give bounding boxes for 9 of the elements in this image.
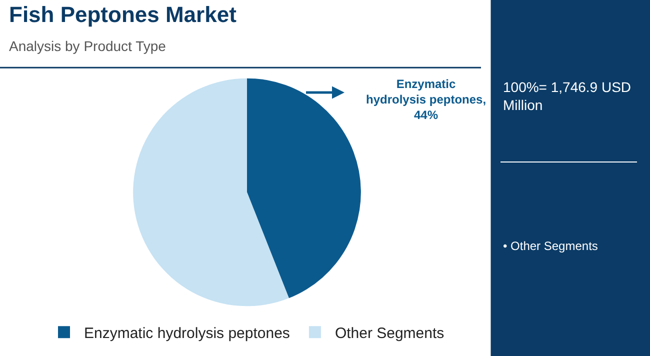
text: 100%= 1,746.9 USD Million [503, 79, 632, 114]
legend-label: Enzymatic hydrolysis peptones [84, 324, 290, 342]
pie-slice [247, 78, 361, 298]
chart-title: Fish Peptones Market [9, 2, 238, 27]
text: Enzymatic hydrolysis peptones, 44% [366, 77, 486, 122]
pie-slice [133, 78, 289, 306]
chart-subtitle: Analysis by Product Type [9, 38, 166, 54]
legend-label: Other Segments [334, 324, 444, 342]
text: • Other Segments [503, 239, 598, 253]
